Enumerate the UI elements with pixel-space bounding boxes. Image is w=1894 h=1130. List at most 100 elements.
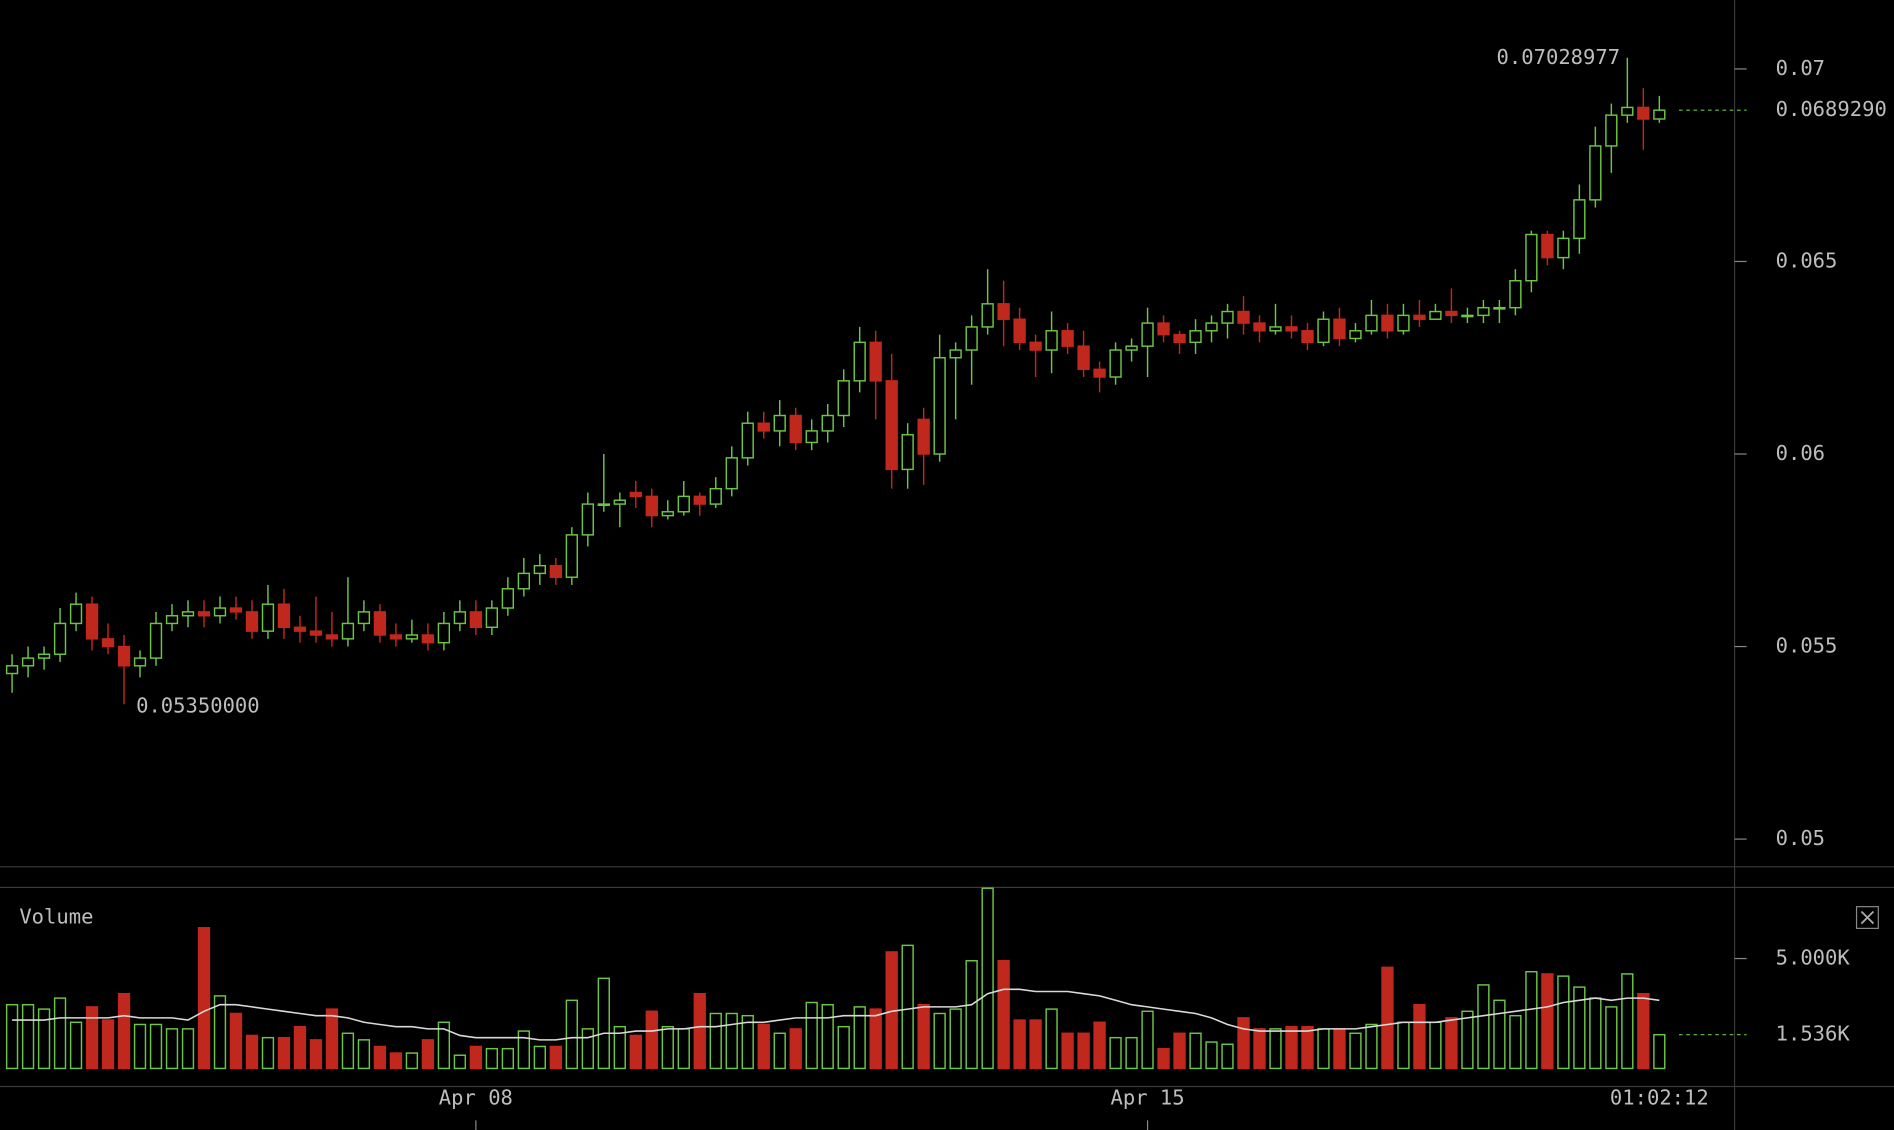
volume-bar xyxy=(1461,1010,1474,1070)
volume-bar xyxy=(1045,1008,1058,1070)
volume-bar xyxy=(69,1021,83,1070)
volume-bar xyxy=(1493,999,1506,1070)
candle-body xyxy=(1573,199,1586,240)
volume-bar xyxy=(1589,997,1602,1070)
candle-body xyxy=(917,418,930,455)
candle-body xyxy=(229,607,243,613)
close-icon[interactable] xyxy=(1860,910,1875,925)
volume-bar xyxy=(1605,1006,1618,1070)
volume-bar xyxy=(949,1008,962,1070)
volume-bar xyxy=(213,995,227,1070)
candle-body xyxy=(789,414,802,444)
volume-bar xyxy=(53,997,67,1070)
candle-body xyxy=(1493,306,1506,310)
candle-body xyxy=(1317,318,1330,344)
volume-bar xyxy=(1541,973,1554,1070)
volume-bar xyxy=(1205,1041,1218,1070)
volume-bar xyxy=(469,1045,483,1070)
candle-body xyxy=(1301,330,1314,344)
candle-body xyxy=(629,491,642,498)
volume-bar xyxy=(1141,1010,1154,1070)
candle-body xyxy=(357,611,371,625)
candle-body xyxy=(165,615,179,625)
candle-body xyxy=(613,499,626,505)
volume-bar xyxy=(1237,1017,1250,1070)
candle-body xyxy=(997,303,1010,320)
volume-bar xyxy=(389,1052,403,1070)
volume-bar xyxy=(245,1034,259,1070)
volume-bar xyxy=(997,960,1010,1070)
volume-bar xyxy=(405,1052,419,1070)
candle-body xyxy=(1157,322,1170,336)
candle-body xyxy=(1253,322,1266,332)
candle-body xyxy=(1509,279,1522,309)
candle-body xyxy=(645,495,658,517)
last-price-label: 0.0689290 xyxy=(1776,97,1887,121)
volume-bar xyxy=(1445,1017,1458,1070)
candle-body xyxy=(965,326,978,351)
volume-bar xyxy=(1429,1021,1442,1070)
candle-body xyxy=(517,572,531,590)
candle-body xyxy=(1525,233,1538,282)
candle-body xyxy=(1189,330,1202,344)
candle-body xyxy=(293,626,307,632)
volume-bar xyxy=(181,1028,195,1070)
candle-body xyxy=(1397,314,1410,332)
candle-body xyxy=(1621,106,1634,116)
y-tick-label: 0.06 xyxy=(1776,441,1825,465)
candle-body xyxy=(197,611,211,617)
volume-bar xyxy=(1621,973,1634,1070)
candle-body xyxy=(693,495,706,505)
candle-body xyxy=(133,657,147,667)
candle-body xyxy=(805,430,818,444)
volume-bar xyxy=(965,960,978,1070)
candle-body xyxy=(837,380,850,417)
candle-body xyxy=(549,564,562,578)
candle-body xyxy=(117,645,131,667)
candle-body xyxy=(1141,322,1154,347)
candle-body xyxy=(1445,310,1458,317)
volume-bar xyxy=(1509,1014,1522,1070)
volume-bar xyxy=(1413,1003,1426,1070)
time-label: 01:02:12 xyxy=(1610,1086,1709,1110)
volume-bar xyxy=(581,1028,594,1070)
candle-body xyxy=(1237,310,1250,324)
volume-bar xyxy=(197,927,211,1070)
volume-bar xyxy=(1061,1032,1074,1070)
volume-bar xyxy=(421,1039,435,1070)
volume-bar xyxy=(1125,1036,1138,1070)
volume-bar xyxy=(901,944,914,1070)
volume-bar xyxy=(1221,1043,1234,1070)
candle-body xyxy=(741,422,754,459)
candle-body xyxy=(277,603,291,629)
volume-bar xyxy=(917,1003,930,1070)
candle-body xyxy=(1541,233,1554,259)
volume-bar xyxy=(1477,984,1490,1070)
close-button[interactable] xyxy=(1855,906,1879,929)
candle-body xyxy=(565,534,578,578)
volume-bar xyxy=(1301,1025,1314,1070)
candle-body xyxy=(1637,106,1650,120)
close-box[interactable] xyxy=(1855,906,1879,929)
volume-ma-line xyxy=(12,988,1660,1041)
candle-body xyxy=(485,607,499,629)
volume-bar xyxy=(485,1047,499,1070)
candle-body xyxy=(341,622,355,640)
high-label: 0.07028977 xyxy=(1497,45,1621,69)
candle-body xyxy=(981,303,994,328)
volume-bar xyxy=(133,1023,147,1070)
candle-body xyxy=(501,588,515,609)
volume-bar xyxy=(293,1025,307,1070)
candle-body xyxy=(1205,322,1218,332)
volume-bar xyxy=(533,1045,546,1070)
candle-body xyxy=(1381,314,1394,332)
candle-body xyxy=(1045,330,1058,351)
volume-bar xyxy=(1349,1032,1362,1070)
volume-bar xyxy=(565,999,578,1070)
volume-bar xyxy=(853,1006,866,1070)
candle-body xyxy=(1173,333,1186,344)
candle-body xyxy=(533,564,546,575)
candle-body xyxy=(453,611,467,625)
